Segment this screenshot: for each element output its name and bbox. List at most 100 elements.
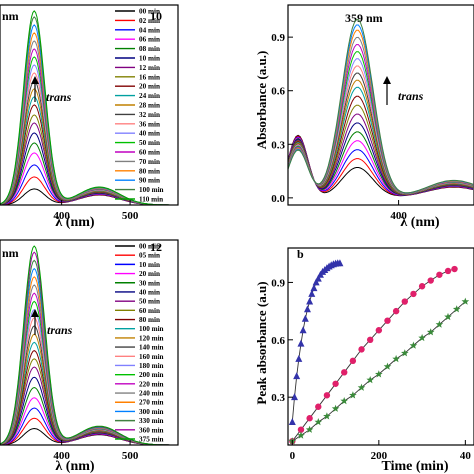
data-point — [436, 271, 443, 278]
data-point — [332, 380, 339, 387]
data-point — [444, 312, 452, 321]
spectrum-curve — [0, 10, 178, 206]
legend-entry: 08 min — [139, 45, 160, 53]
data-point — [312, 278, 320, 286]
spectra-curves — [0, 245, 178, 446]
x-axis-label: λ (nm) — [55, 459, 94, 474]
data-point — [314, 418, 323, 426]
data-point — [290, 393, 298, 401]
data-point — [314, 274, 322, 282]
legend-entry: 60 min — [139, 149, 160, 157]
data-point — [461, 297, 470, 305]
data-point — [435, 320, 444, 328]
data-point — [451, 265, 458, 273]
legend-entry: 36 min — [139, 120, 160, 128]
data-point — [323, 412, 331, 420]
x-tick-label: 0 — [290, 450, 296, 462]
legend-entry: 220 min — [139, 380, 164, 388]
data-point — [308, 289, 316, 297]
legend-entry: 120 min — [139, 334, 164, 342]
data-point — [297, 426, 305, 433]
data-point — [303, 305, 311, 313]
kinetic-series — [288, 259, 470, 445]
legend-entry: 02 min — [139, 17, 160, 25]
legend-entry: 160 min — [139, 353, 164, 361]
data-point — [323, 392, 331, 399]
y-tick-label: 0.6 — [271, 335, 285, 347]
data-point — [410, 290, 417, 298]
plot-frame — [287, 247, 474, 446]
data-point — [340, 397, 348, 405]
legend-entry: 90 min — [139, 177, 160, 185]
panel-tag: 12 — [150, 240, 162, 254]
x-tick-label: 400 — [53, 210, 70, 222]
axes: 400 500 — [0, 4, 179, 222]
data-point — [366, 376, 374, 384]
data-point — [384, 317, 391, 324]
x-tick-label: 500 — [122, 210, 139, 222]
y-tick-label: 0.9 — [271, 277, 285, 289]
data-point — [331, 404, 340, 412]
data-point — [297, 339, 305, 347]
legend-entry: 100 min — [139, 186, 164, 194]
legend-entry: 80 min — [139, 316, 160, 324]
legend-entry: 10 min — [139, 55, 160, 63]
data-point — [426, 328, 435, 336]
legend-entry: 300 min — [139, 408, 164, 416]
data-point — [295, 354, 303, 362]
data-point — [418, 333, 426, 342]
legend-entry: 110 min — [139, 196, 163, 204]
legend-entry: 80 min — [139, 167, 160, 175]
fit-line — [291, 262, 340, 423]
legend-entry: 32 min — [139, 111, 160, 119]
data-point — [349, 391, 357, 399]
data-point — [375, 327, 383, 334]
legend-entry: 30 min — [139, 279, 160, 287]
legend-entry: 40 min — [139, 130, 160, 138]
legend-entry: 70 min — [139, 158, 160, 166]
plot-frame — [0, 4, 179, 206]
x-tick-label: 400 — [53, 450, 70, 462]
panel-top-right: 359 nm 400 0.0 0.3 0.6 0.9 trans Absorbance … — [254, 4, 474, 230]
legend-entry: 360 min — [139, 426, 164, 434]
legend-entry: 50 min — [139, 139, 160, 147]
legend-entry: 00 min — [139, 243, 160, 251]
y-tick-label: 0.0 — [271, 193, 285, 205]
panel-tag: 10 — [150, 9, 162, 23]
data-point — [336, 259, 344, 267]
legend-entry: 20 min — [139, 83, 160, 91]
spectra-curves — [0, 10, 178, 206]
y-tick-label: 0.6 — [271, 86, 285, 98]
plot-frame — [0, 239, 179, 446]
data-point — [297, 431, 305, 439]
data-point — [392, 354, 400, 363]
axes: 0 200 40 0.3 0.6 0.9 — [271, 247, 474, 462]
data-point — [401, 349, 409, 357]
y-axis-label: Absorbance (a.u.) — [254, 51, 269, 150]
legend-entry: 04 min — [139, 26, 160, 34]
trend-arrowhead — [31, 309, 39, 317]
data-point — [305, 425, 314, 433]
legend-entry: 330 min — [139, 417, 164, 425]
data-point — [358, 346, 365, 353]
data-point — [444, 267, 452, 275]
data-point — [383, 362, 392, 370]
data-point — [366, 336, 374, 344]
arrow-label: trans — [46, 90, 72, 104]
data-point — [418, 283, 426, 290]
legend-entry: 40 min — [139, 288, 160, 296]
x-tick-label: 500 — [122, 450, 139, 462]
data-point — [310, 284, 318, 292]
legend-entry: 20 min — [139, 270, 160, 278]
data-point — [306, 297, 314, 305]
data-point — [315, 403, 322, 410]
legend-entry: 12 min — [139, 64, 160, 72]
y-tick-label: 0.3 — [271, 139, 285, 151]
data-point — [401, 298, 408, 305]
arrow-label: trans — [398, 89, 424, 103]
data-point — [349, 357, 357, 365]
legend-entry: 200 min — [139, 371, 164, 379]
